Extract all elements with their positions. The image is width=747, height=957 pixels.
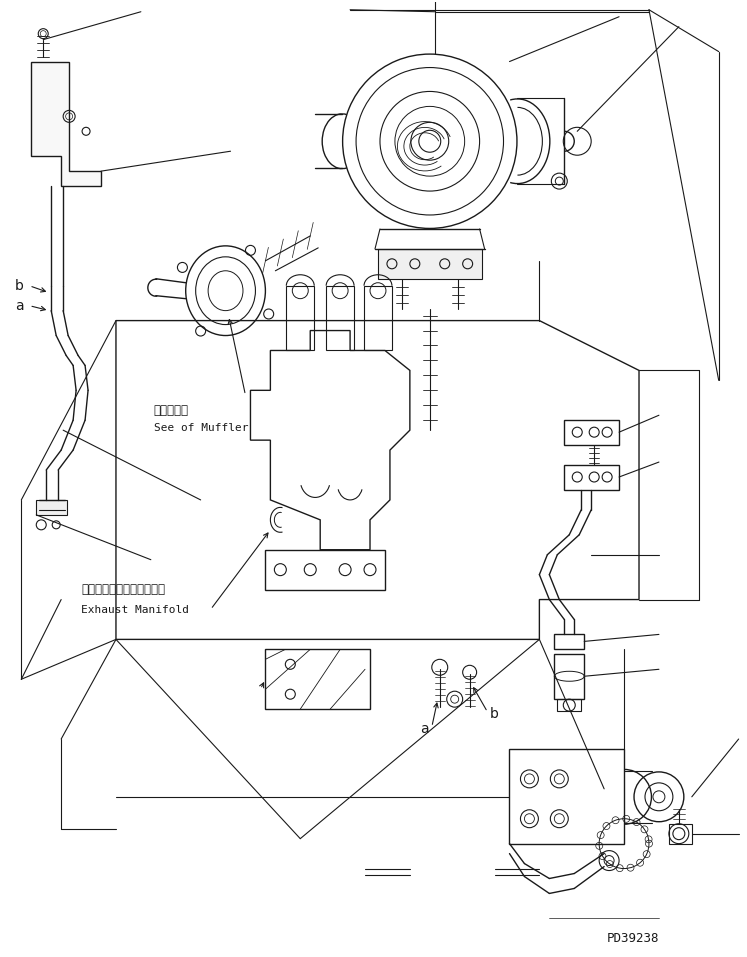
Text: a: a bbox=[421, 723, 429, 736]
Text: b: b bbox=[15, 278, 24, 293]
Text: b: b bbox=[490, 707, 499, 722]
Polygon shape bbox=[378, 249, 482, 278]
Text: Exhaust Manifold: Exhaust Manifold bbox=[81, 605, 189, 614]
Text: See of Muffler: See of Muffler bbox=[154, 423, 248, 434]
Polygon shape bbox=[31, 61, 101, 186]
Text: PD39238: PD39238 bbox=[607, 932, 659, 945]
Text: a: a bbox=[15, 299, 24, 313]
Text: マフラ参照: マフラ参照 bbox=[154, 404, 189, 416]
Polygon shape bbox=[37, 500, 67, 515]
Text: エキゾーストマニホールド: エキゾーストマニホールド bbox=[81, 583, 165, 596]
